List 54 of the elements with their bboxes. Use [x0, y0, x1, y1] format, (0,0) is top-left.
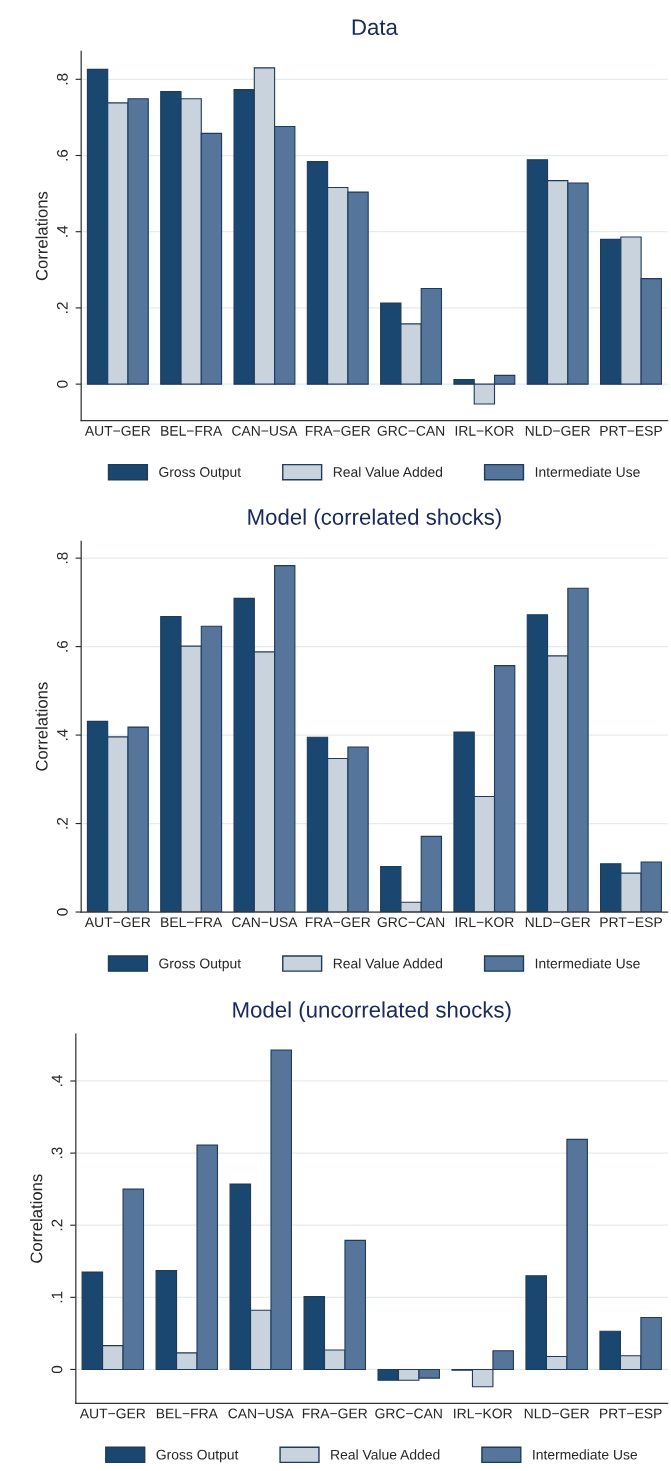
x-tick-label: NLD−GER [525, 917, 591, 928]
x-tick-label: BEL−FRA [161, 426, 223, 436]
x-tick-label: NLD−GER [524, 1408, 590, 1419]
y-tick-label: .2 [56, 817, 68, 829]
y-tick-label: .8 [56, 552, 68, 564]
x-tick-label: CAN−USA [228, 1408, 294, 1419]
legend-label: Real Value Added [333, 958, 443, 969]
legend-label: Intermediate Use [535, 466, 640, 477]
legend-label: Gross Output [159, 958, 241, 972]
chart-title: Data [352, 19, 398, 36]
y-tick-label: .8 [56, 73, 68, 85]
x-tick-label: CAN−USA [232, 917, 298, 928]
x-tick-label: AUT−GER [84, 917, 151, 928]
x-tick-label: IRL−KOR [455, 917, 514, 928]
legend-label: Gross Output [156, 1449, 239, 1463]
legend-label: Real Value Added [333, 466, 443, 477]
x-tick-label: GRC−CAN [377, 917, 445, 928]
x-tick-label: NLD−GER [525, 425, 591, 436]
x-tick-label: PRT−ESP [600, 1408, 662, 1419]
x-tick-label: GRC−CAN [375, 1408, 442, 1419]
x-tick-label: AUT−GER [79, 1408, 146, 1419]
legend-label: Intermediate Use [535, 958, 640, 969]
x-tick-label: FRA−GER [302, 1408, 368, 1419]
chart-title: Model (correlated shocks) [248, 508, 501, 530]
y-tick-label: .4 [57, 225, 68, 237]
y-tick-label: .2 [51, 1219, 63, 1231]
x-tick-label: GRC−CAN [377, 425, 445, 436]
y-axis-title: Correlations [30, 1174, 43, 1263]
y-tick-label: 0 [56, 380, 68, 388]
y-tick-label: .2 [56, 302, 68, 313]
x-tick-label: BEL−FRA [161, 917, 223, 927]
legend-label: Real Value Added [331, 1449, 440, 1460]
x-tick-label: CAN−USA [232, 425, 298, 436]
y-tick-label: .4 [57, 729, 68, 741]
y-tick-label: .6 [56, 640, 68, 652]
x-tick-label: PRT−ESP [600, 917, 662, 928]
x-tick-label: FRA−GER [305, 917, 371, 928]
y-axis-title: Correlations [35, 682, 48, 771]
x-tick-label: PRT−ESP [600, 425, 662, 436]
y-tick-label: .4 [51, 1075, 63, 1086]
y-tick-label: .3 [51, 1147, 63, 1159]
legend-label: Intermediate Use [533, 1449, 638, 1460]
legend-label: Gross Output [159, 467, 241, 480]
x-tick-label: BEL−FRA [156, 1408, 218, 1419]
y-axis-title: Correlations [35, 191, 48, 281]
x-tick-label: IRL−KOR [454, 1408, 512, 1419]
chart-title: Model (uncorrelated shocks) [233, 1001, 511, 1023]
x-tick-label: AUT−GER [84, 425, 151, 436]
y-tick-label: .6 [56, 149, 68, 161]
x-tick-label: IRL−KOR [455, 425, 514, 436]
y-tick-label: 0 [56, 908, 68, 916]
y-tick-label: .1 [51, 1291, 63, 1303]
x-tick-label: FRA−GER [305, 425, 371, 436]
y-tick-label: 0 [51, 1365, 63, 1374]
